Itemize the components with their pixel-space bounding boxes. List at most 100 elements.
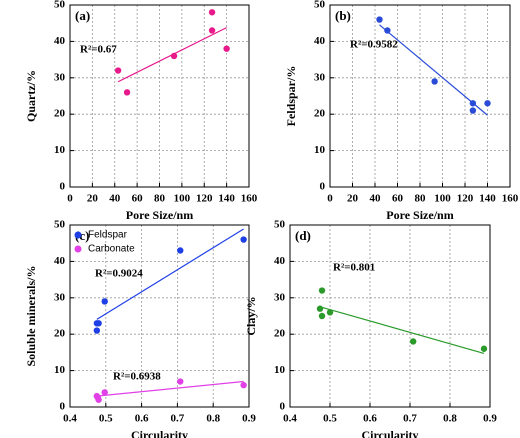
annotation: R²=0.801 — [333, 262, 375, 274]
point — [101, 389, 108, 396]
y-tick-label: 50 — [54, 0, 66, 11]
point — [469, 107, 477, 114]
x-axis-label: Pore Size/nm — [126, 208, 193, 222]
point — [101, 298, 108, 305]
legend-marker — [74, 231, 82, 239]
annotation: R²=0.67 — [80, 44, 117, 56]
plot-frame — [329, 4, 511, 188]
point — [484, 100, 491, 107]
y-tick-label: 20 — [54, 328, 66, 340]
y-axis-label: Soluble minerals/% — [24, 265, 38, 366]
point — [114, 67, 122, 74]
point — [208, 9, 216, 16]
y-tick-label: 30 — [54, 291, 66, 303]
x-tick-label: 0.6 — [135, 413, 149, 425]
trend-line — [379, 24, 488, 116]
point — [177, 247, 184, 254]
panel-label: (b) — [335, 8, 351, 23]
y-tick-label: 0 — [320, 181, 326, 193]
point — [95, 320, 102, 327]
point — [326, 309, 334, 316]
point — [223, 45, 230, 52]
y-axis-label: Clay/% — [244, 296, 258, 335]
annotation: R²=0.9024 — [95, 268, 143, 280]
panel-label: (a) — [75, 8, 90, 23]
point — [384, 27, 391, 34]
point — [318, 287, 326, 294]
trend-line — [96, 228, 244, 320]
x-tick-label: 60 — [392, 193, 404, 205]
x-tick-label: 0.9 — [242, 413, 256, 425]
point — [170, 52, 178, 60]
y-tick-label: 20 — [274, 328, 286, 340]
point — [208, 27, 216, 34]
point — [93, 327, 101, 334]
x-tick-label: 0.7 — [403, 413, 417, 425]
x-tick-label: 0.7 — [171, 413, 185, 425]
x-tick-label: 100 — [434, 193, 451, 205]
point — [240, 381, 247, 389]
point — [469, 100, 477, 107]
x-axis-label: Pore Size/nm — [386, 208, 453, 222]
legend-label: Feldspar — [88, 230, 128, 241]
x-tick-label: 160 — [502, 193, 519, 205]
point — [376, 16, 383, 23]
x-tick-label: 0.4 — [283, 413, 297, 425]
point — [94, 394, 102, 402]
x-tick-label: 120 — [196, 193, 213, 205]
point — [318, 312, 326, 320]
trend-line — [96, 380, 244, 397]
x-tick-label: 40 — [109, 193, 121, 205]
y-tick-label: 50 — [274, 219, 286, 231]
trend-line — [319, 306, 485, 355]
y-tick-label: 50 — [314, 0, 326, 11]
x-tick-label: 80 — [154, 193, 166, 205]
y-tick-label: 30 — [274, 291, 286, 303]
point — [410, 338, 417, 345]
annotation: R²=0.6938 — [113, 371, 161, 383]
x-tick-label: 0.5 — [99, 413, 113, 425]
x-tick-label: 0.6 — [363, 413, 377, 425]
x-tick-label: 140 — [479, 193, 496, 205]
point — [480, 345, 488, 352]
y-axis-label: Feldspar/% — [284, 66, 298, 127]
y-tick-label: 20 — [314, 108, 326, 120]
point — [240, 236, 247, 243]
y-tick-label: 40 — [314, 35, 326, 47]
y-tick-label: 0 — [60, 401, 66, 413]
y-tick-label: 50 — [54, 219, 66, 231]
point — [316, 305, 324, 312]
x-tick-label: 0.9 — [483, 413, 497, 425]
x-tick-label: 0 — [327, 193, 333, 205]
x-axis-label: Circularity — [361, 428, 418, 438]
point — [123, 89, 131, 96]
x-tick-label: 0 — [67, 193, 73, 205]
y-tick-label: 40 — [54, 35, 66, 47]
annotation: R²=0.9582 — [350, 39, 398, 51]
point — [431, 78, 438, 85]
y-tick-label: 0 — [280, 401, 286, 413]
y-tick-label: 40 — [54, 255, 66, 267]
x-tick-label: 60 — [132, 193, 144, 205]
y-tick-label: 40 — [274, 255, 286, 267]
panel-label: (d) — [295, 228, 311, 243]
plot-frame — [289, 224, 491, 408]
x-tick-label: 20 — [347, 193, 359, 205]
legend-label: Carbonate — [88, 244, 135, 255]
y-axis-label: Quartz/% — [24, 70, 38, 122]
y-tick-label: 0 — [60, 181, 66, 193]
y-tick-label: 10 — [54, 364, 66, 376]
y-tick-label: 30 — [314, 71, 326, 83]
y-tick-label: 30 — [54, 71, 66, 83]
y-tick-label: 20 — [54, 108, 66, 120]
y-tick-label: 10 — [54, 144, 66, 156]
plot-frame — [69, 224, 250, 408]
x-tick-label: 140 — [218, 193, 235, 205]
x-tick-label: 40 — [370, 193, 382, 205]
y-tick-label: 10 — [314, 144, 326, 156]
x-tick-label: 0.8 — [206, 413, 220, 425]
x-tick-label: 20 — [87, 193, 99, 205]
x-tick-label: 0.5 — [323, 413, 337, 425]
